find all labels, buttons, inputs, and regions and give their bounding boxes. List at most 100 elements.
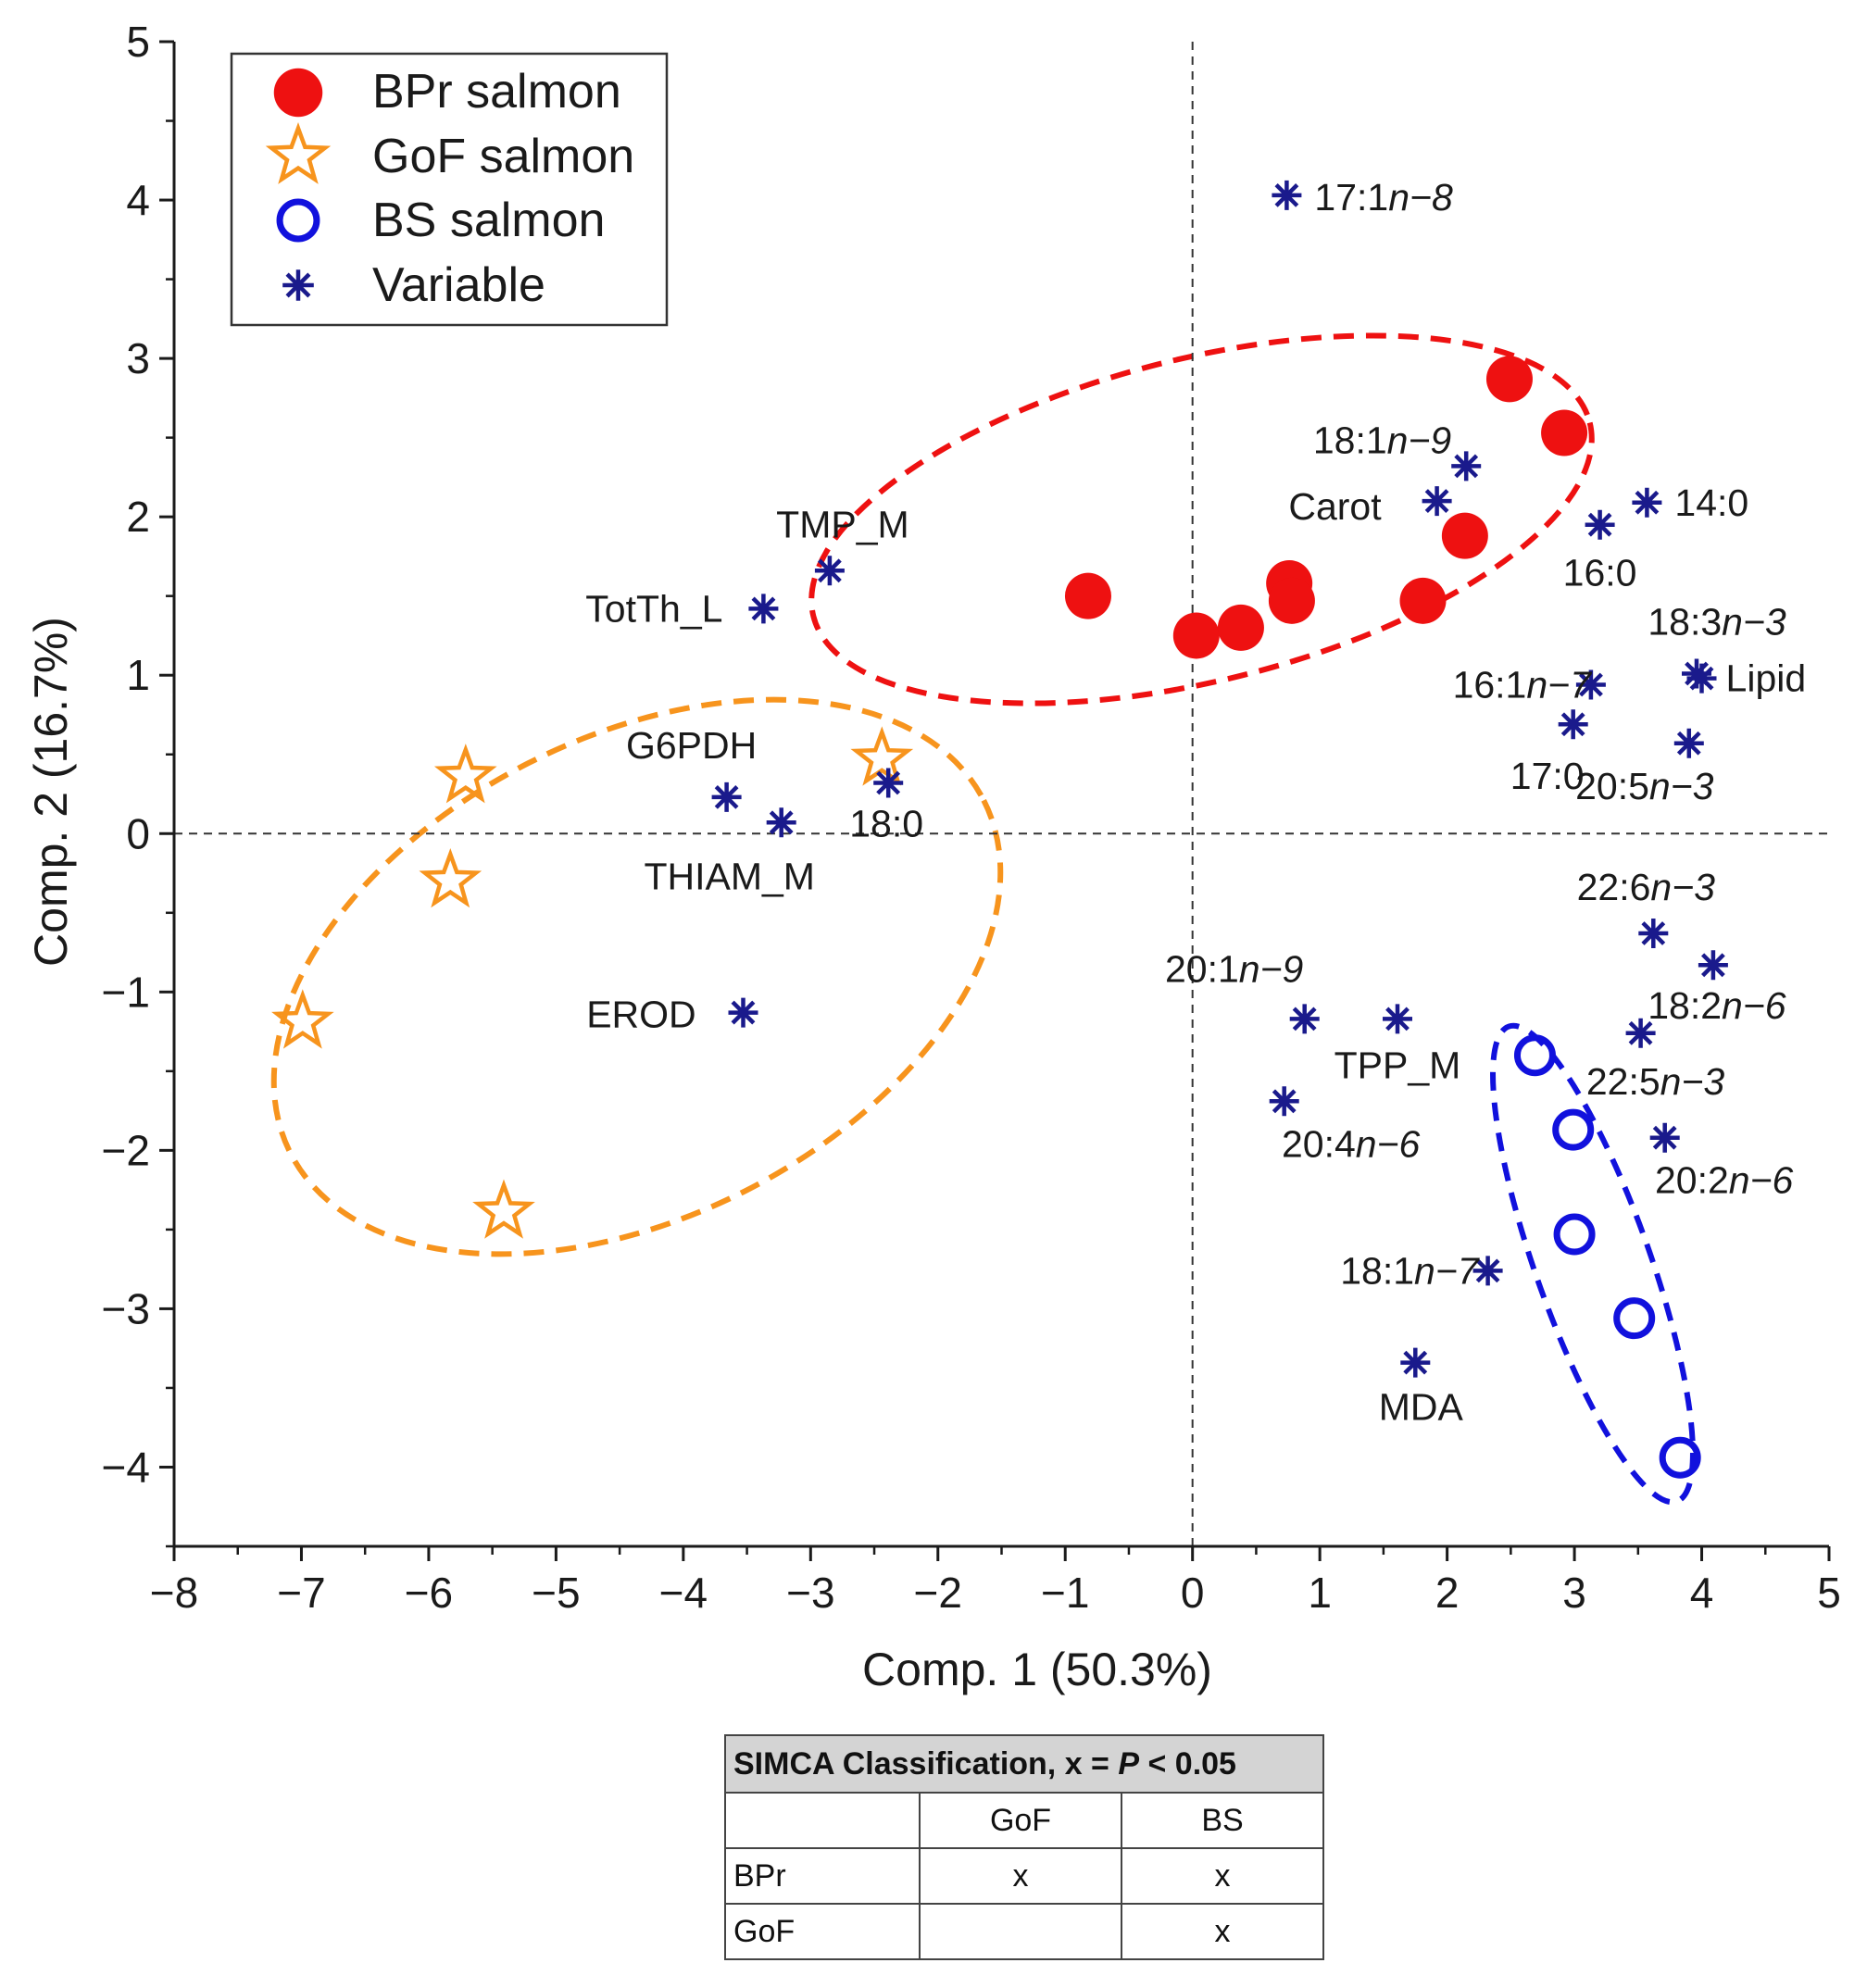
y-tick-label: −2 [102, 1126, 150, 1174]
variable-point-18-1n-9 [1451, 451, 1482, 481]
gof-confidence-ellipse [270, 696, 1004, 1257]
variable-label-18-0: 18:0 [849, 803, 923, 845]
y-tick-label: 2 [126, 493, 150, 541]
simca-header-row: GoF BS [724, 1792, 1324, 1849]
data-points [271, 180, 1728, 1479]
simca-row: BPr x x [724, 1847, 1324, 1905]
simca-cell: x [919, 1847, 1122, 1905]
x-tick-label: −4 [659, 1569, 708, 1617]
x-axis-title: Comp. 1 (50.3%) [862, 1644, 1212, 1695]
x-tick-label: 3 [1562, 1569, 1586, 1617]
legend-label-bpr: BPr salmon [372, 65, 621, 119]
y-tick-label: 0 [126, 809, 150, 857]
variable-label-mda: MDA [1379, 1386, 1464, 1429]
legend-label-gof: GoF salmon [372, 130, 634, 183]
legend-marker-bs-salmon [276, 198, 320, 243]
x-tick-label: 0 [1181, 1569, 1205, 1617]
variable-label-erod: EROD [586, 994, 695, 1036]
simca-cell: x [1121, 1903, 1324, 1960]
variable-point-tmp-m [814, 556, 845, 586]
legend-marker-gof-salmon [265, 122, 332, 184]
bpr-salmon-point [1541, 409, 1588, 456]
pca-biplot: −8 −7 −6 −5 −4 −3 −2 −1 0 1 2 3 4 5 −4 −3 −2 −1 0 1 2 3 4 5 17:… [25, 18, 1841, 1695]
variable-label-lipid: Lipid [1726, 657, 1807, 700]
variable-label-18-1n-7: 18:1n−7 [1340, 1249, 1481, 1292]
legend: BPr salmon GoF salmon BS salmon Variable [230, 52, 669, 327]
legend-label-bs: BS salmon [372, 194, 605, 247]
variable-point-20-2n-6 [1649, 1122, 1680, 1153]
simca-title-row: SIMCA Classification, x = P < 0.05 [724, 1734, 1324, 1794]
simca-row-label: GoF [724, 1903, 921, 1960]
confidence-ellipses [270, 332, 1696, 1506]
bs-salmon-point [1513, 1034, 1556, 1077]
y-tick-label: 3 [126, 334, 150, 382]
variable-label-20-1n-9: 20:1n−9 [1165, 947, 1303, 990]
legend-label-variable: Variable [372, 258, 545, 312]
variable-label-17-0: 17:0 [1510, 755, 1585, 797]
y-tick-label: 4 [126, 176, 150, 224]
variable-point-14-0 [1632, 487, 1662, 518]
x-tick-label: −5 [532, 1569, 580, 1617]
variable-point-17-1n-8 [1272, 180, 1302, 210]
gof-salmon-point [472, 1179, 535, 1239]
variable-label-tmp-m: TMP_M [776, 503, 909, 545]
y-tick-label: 5 [126, 18, 150, 66]
gof-salmon-point [433, 744, 497, 804]
variable-label-20-4n-6: 20:4n−6 [1282, 1122, 1421, 1165]
simca-corner-cell [724, 1792, 921, 1849]
y-axis-title: Comp. 2 (16.7%) [25, 617, 77, 967]
gof-salmon-point [850, 726, 914, 786]
variable-point-tpp-m [1383, 1004, 1412, 1034]
variable-point-17-0 [1558, 709, 1588, 740]
bpr-salmon-point [1485, 356, 1533, 403]
variable-label-22-5n-3: 22:5n−3 [1586, 1060, 1725, 1103]
variable-label-tpp-m: TPP_M [1334, 1044, 1461, 1086]
variable-label-18-2n-6: 18:2n−6 [1648, 984, 1786, 1027]
variable-label-20-5n-3: 20:5n−3 [1575, 765, 1714, 807]
bs-salmon-point [1552, 1108, 1595, 1151]
simca-title-p: P [1118, 1745, 1140, 1782]
bpr-salmon-point [1217, 604, 1264, 651]
y-tick-label: −4 [102, 1443, 150, 1491]
variable-label-thiam-m: THIAM_M [644, 855, 815, 897]
variable-point-thiam-m [766, 807, 796, 838]
variable-point-totth-l [748, 594, 779, 624]
variable-labels: 17:1n−8 18:1n−9 Carot 14:0 16:0 18:3n−3 Lipid 1… [585, 176, 1806, 1429]
x-tick-label: 2 [1435, 1569, 1460, 1617]
x-tick-label: −1 [1041, 1569, 1089, 1617]
y-tick-label: 1 [126, 651, 150, 699]
x-tick-label: 4 [1690, 1569, 1714, 1617]
variable-point-22-6n-3 [1638, 919, 1669, 948]
x-tick-label: −6 [405, 1569, 453, 1617]
variable-label-16-0: 16:0 [1563, 552, 1637, 594]
variable-point-16-1n-7 [1575, 669, 1606, 700]
variable-point-mda [1400, 1347, 1431, 1378]
variable-point-18-0 [873, 768, 904, 798]
x-tick-label: −2 [914, 1569, 962, 1617]
x-tick-label: −8 [150, 1569, 198, 1617]
axes: −8 −7 −6 −5 −4 −3 −2 −1 0 1 2 3 4 5 −4 −3 −2 −1 0 1 2 3 4 5 [102, 18, 1841, 1617]
bs-salmon-point [1659, 1436, 1701, 1479]
legend-marker-variable [282, 269, 314, 301]
x-tick-label: 1 [1308, 1569, 1332, 1617]
variable-label-18-1n-9: 18:1n−9 [1313, 419, 1451, 461]
simca-col-header: GoF [919, 1792, 1122, 1849]
variable-label-22-6n-3: 22:6n−3 [1577, 866, 1716, 908]
variable-label-14-0: 14:0 [1674, 481, 1748, 524]
bpr-salmon-point [1172, 612, 1220, 659]
simca-row: GoF x [724, 1903, 1324, 1960]
x-tick-label: −7 [277, 1569, 325, 1617]
legend-marker-bpr-salmon [273, 68, 323, 118]
x-tick-label: 5 [1817, 1569, 1841, 1617]
simca-title-suffix: < 0.05 [1139, 1745, 1236, 1782]
variable-point-20-1n-9 [1289, 1004, 1320, 1034]
bs-salmon-point [1553, 1213, 1596, 1256]
variable-label-20-2n-6: 20:2n−6 [1655, 1159, 1794, 1202]
variable-point-20-5n-3 [1673, 728, 1704, 758]
y-tick-label: −1 [102, 968, 150, 1016]
variable-label-16-1n-7: 16:1n−7 [1453, 663, 1594, 706]
simca-row-label: BPr [724, 1847, 921, 1905]
reference-lines [174, 42, 1829, 1546]
simca-classification-table: SIMCA Classification, x = P < 0.05 GoF B… [724, 1734, 1324, 1960]
y-tick-label: −3 [102, 1284, 150, 1332]
